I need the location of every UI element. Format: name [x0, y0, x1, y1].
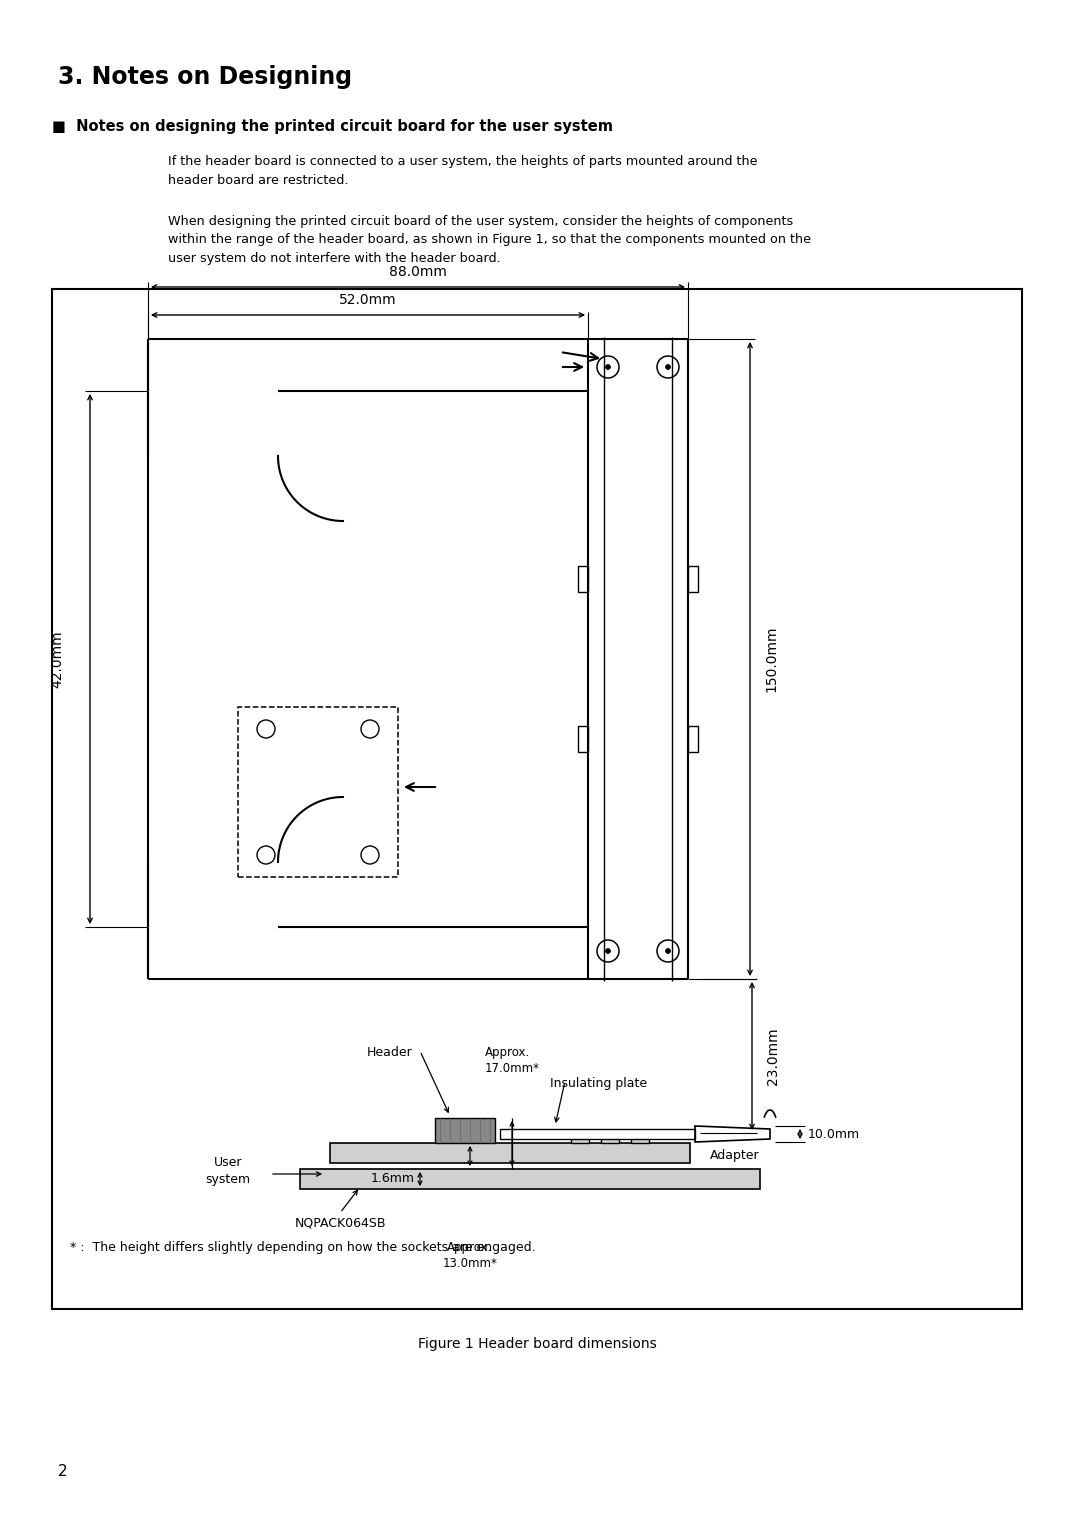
Text: Header: Header	[367, 1046, 413, 1060]
Text: 10.0mm: 10.0mm	[808, 1127, 860, 1141]
Bar	[631, 1133, 649, 1144]
Circle shape	[665, 365, 671, 370]
Text: 1.6mm: 1.6mm	[372, 1173, 415, 1185]
Bar	[238, 707, 399, 876]
Text: If the header board is connected to a user system, the heights of parts mounted : If the header board is connected to a us…	[168, 156, 757, 186]
Text: When designing the printed circuit board of the user system, consider the height: When designing the printed circuit board…	[168, 215, 811, 266]
Text: 88.0mm: 88.0mm	[389, 266, 447, 279]
Text: Adapter: Adapter	[710, 1148, 759, 1162]
Text: User
system: User system	[205, 1156, 251, 1186]
Bar	[571, 1133, 589, 1144]
Text: * :  The height differs slightly depending on how the sockets are engaged.: * : The height differs slightly dependin…	[70, 1241, 536, 1254]
Text: 52.0mm: 52.0mm	[339, 293, 396, 307]
Circle shape	[665, 948, 671, 953]
Bar	[600, 1133, 619, 1144]
Bar	[500, 1128, 696, 1139]
Bar	[688, 567, 698, 592]
Text: Approx.
17.0mm*: Approx. 17.0mm*	[485, 1046, 540, 1075]
Text: NQPACK064SB: NQPACK064SB	[295, 1217, 387, 1231]
Text: 150.0mm: 150.0mm	[764, 626, 778, 692]
Bar	[578, 567, 588, 592]
Bar	[52, 289, 1022, 1309]
Text: 23.0mm: 23.0mm	[766, 1028, 780, 1084]
Text: 3. Notes on Designing: 3. Notes on Designing	[58, 66, 352, 89]
Text: Approx.
13.0mm*: Approx. 13.0mm*	[443, 1241, 498, 1270]
Bar	[688, 725, 698, 751]
Bar	[330, 1144, 690, 1164]
Bar	[300, 1170, 760, 1190]
Text: Figure 1 Header board dimensions: Figure 1 Header board dimensions	[418, 1338, 657, 1351]
Text: Insulating plate: Insulating plate	[550, 1077, 647, 1090]
Circle shape	[606, 948, 610, 953]
Circle shape	[606, 365, 610, 370]
Text: ■  Notes on designing the printed circuit board for the user system: ■ Notes on designing the printed circuit…	[52, 119, 613, 134]
Bar	[435, 1118, 495, 1144]
Text: 42.0mm: 42.0mm	[50, 631, 64, 687]
Bar	[578, 725, 588, 751]
Text: 2: 2	[58, 1464, 68, 1480]
